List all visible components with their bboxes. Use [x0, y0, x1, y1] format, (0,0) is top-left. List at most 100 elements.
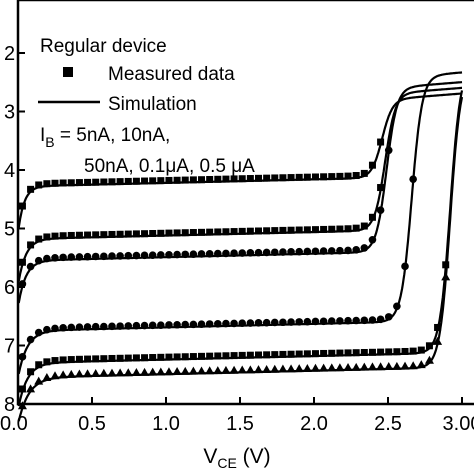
measured-point — [83, 252, 92, 261]
measured-point — [295, 350, 303, 358]
measured-point — [310, 363, 320, 372]
x-tick-label: 2.0 — [300, 413, 328, 435]
measured-point — [149, 177, 157, 185]
y-tick-label: 4 — [4, 160, 15, 182]
legend-measured-marker — [63, 67, 73, 77]
measured-point — [206, 228, 214, 236]
measured-point — [51, 253, 59, 262]
measured-point — [393, 348, 401, 356]
measured-point — [189, 353, 197, 361]
measured-point — [262, 318, 271, 327]
measured-point — [328, 349, 336, 357]
measured-point — [384, 313, 393, 321]
x-tick-label: 2.5 — [374, 413, 402, 435]
measured-point — [255, 174, 262, 182]
measured-point — [238, 249, 247, 257]
measured-point — [100, 355, 108, 363]
measured-point — [148, 251, 157, 259]
measured-point — [66, 369, 76, 378]
measured-point — [442, 261, 450, 269]
measured-point — [172, 367, 182, 376]
measured-point — [132, 230, 140, 238]
measured-point — [416, 360, 426, 369]
measured-point — [246, 175, 254, 183]
measured-point — [327, 363, 337, 372]
measured-point — [181, 229, 189, 237]
measured-point — [376, 206, 385, 215]
measured-point — [328, 225, 336, 233]
measured-point — [401, 262, 409, 271]
measured-point — [377, 184, 385, 192]
measured-point — [271, 174, 279, 182]
measured-point — [148, 321, 157, 330]
measured-point — [165, 250, 173, 259]
measured-point — [311, 226, 319, 234]
measured-point — [230, 352, 238, 360]
measured-point — [360, 169, 368, 177]
x-tick-label: 1.0 — [152, 413, 180, 435]
measured-point — [295, 226, 303, 234]
measured-point — [222, 228, 230, 236]
measured-point — [352, 246, 360, 254]
measured-point — [198, 228, 206, 236]
measured-point — [205, 249, 214, 258]
legend-title: Regular device — [40, 36, 167, 57]
legend-measured-label: Measured data — [108, 64, 235, 85]
measured-point — [319, 317, 328, 326]
measured-point — [67, 231, 75, 239]
measured-point — [360, 244, 369, 252]
measured-point — [336, 225, 344, 233]
measured-point — [83, 323, 92, 331]
measured-point — [287, 174, 295, 182]
measured-point — [254, 248, 263, 257]
measured-point — [132, 321, 141, 330]
measured-point — [352, 316, 360, 325]
measured-point — [181, 250, 190, 259]
measured-point — [311, 317, 320, 326]
measured-point — [157, 177, 165, 185]
measured-point — [229, 365, 239, 374]
measured-point — [320, 349, 328, 357]
measured-point — [173, 320, 181, 329]
measured-point — [91, 369, 101, 378]
measured-point — [295, 318, 304, 326]
measured-point — [230, 249, 238, 258]
measured-point — [351, 362, 361, 371]
measured-point — [116, 322, 124, 330]
measured-point — [400, 361, 410, 370]
measured-point — [26, 262, 35, 271]
measured-point — [344, 246, 352, 255]
measured-point — [18, 353, 27, 361]
y-tick-label: 8 — [4, 394, 15, 416]
measured-point — [377, 138, 385, 146]
measured-point — [303, 350, 311, 358]
measured-point — [108, 354, 116, 362]
measured-point — [165, 229, 173, 237]
measured-point — [75, 253, 84, 261]
measured-point — [230, 175, 238, 183]
measured-point — [181, 176, 189, 184]
measured-point — [376, 315, 385, 324]
measured-point — [198, 176, 206, 184]
ib-symbol: I — [40, 125, 45, 146]
measured-point — [116, 230, 124, 238]
measured-point — [59, 253, 67, 262]
measured-point — [124, 322, 133, 330]
measured-point — [116, 252, 124, 260]
measured-point — [189, 250, 198, 258]
measured-point — [100, 252, 108, 261]
measured-point — [263, 227, 271, 235]
measured-point — [359, 362, 369, 371]
measured-point — [188, 366, 198, 375]
measured-point — [35, 235, 43, 243]
legend: Regular device Measured data Simulation … — [38, 36, 255, 177]
measured-point — [205, 320, 214, 328]
measured-point — [271, 227, 279, 235]
measured-point — [352, 224, 360, 232]
measured-point — [311, 247, 320, 256]
measured-point — [263, 351, 271, 359]
ib-subscript: B — [45, 134, 54, 150]
measured-point — [434, 323, 442, 331]
measured-point — [336, 172, 344, 180]
measured-point — [18, 258, 26, 266]
